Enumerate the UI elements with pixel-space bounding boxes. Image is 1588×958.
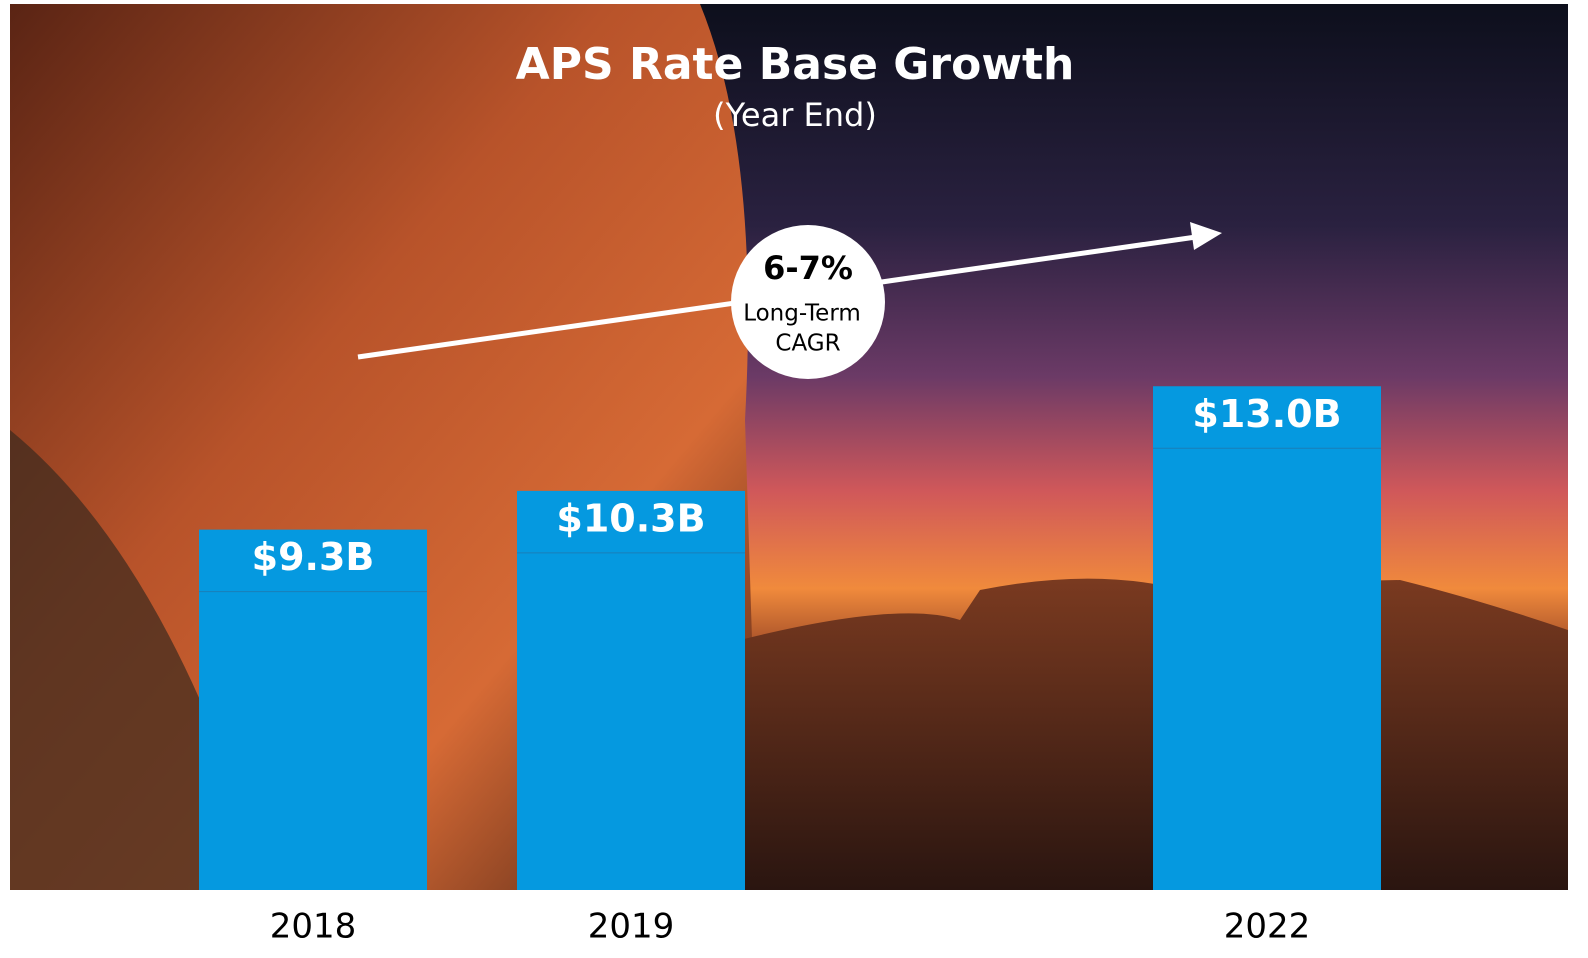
annotation-text: CAGR [775, 331, 840, 357]
annotation-value: 6-7% [763, 249, 853, 287]
value-label: $9.3B [252, 535, 375, 579]
value-label: $13.0B [1192, 392, 1341, 436]
value-label: $10.3B [556, 496, 705, 540]
x-tick-label: 2022 [1224, 907, 1311, 947]
bar [1153, 386, 1381, 890]
cagr-annotation: 6-7% Long-Term CAGR [357, 222, 1222, 379]
chart-subtitle: (Year End) [713, 96, 877, 134]
x-tick-label: 2019 [588, 907, 675, 947]
annotation-circle [731, 225, 885, 379]
chart-title: APS Rate Base Growth [516, 39, 1075, 90]
arrow-head [1190, 222, 1222, 250]
annotation-text: Long-Term [743, 301, 861, 327]
bar [517, 490, 745, 890]
bar [199, 529, 427, 890]
x-tick-label: 2018 [270, 907, 357, 947]
